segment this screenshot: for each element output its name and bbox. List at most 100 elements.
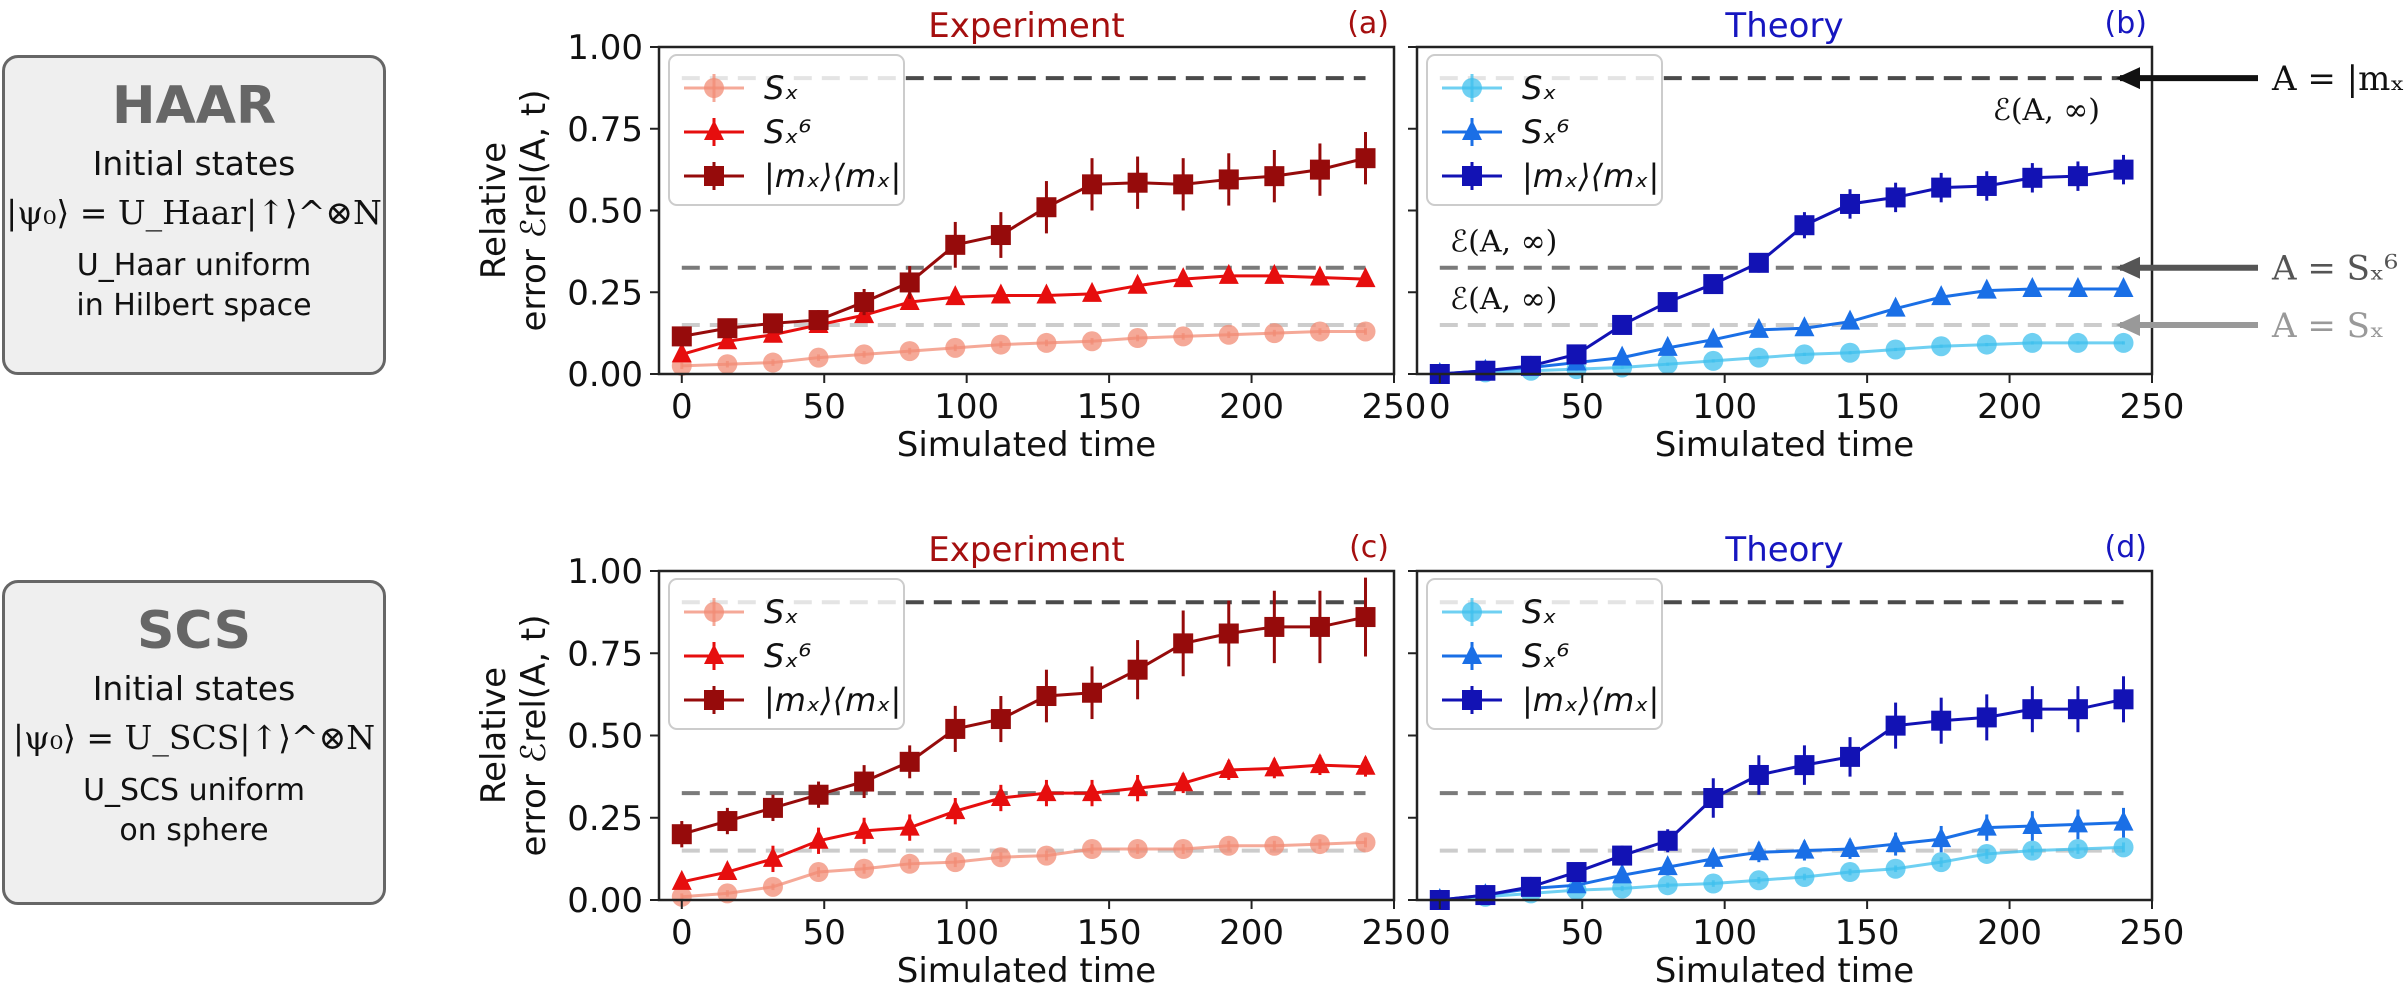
data-point xyxy=(1657,354,1678,375)
annotation-label: A = Sₓ⁶ xyxy=(2271,249,2398,289)
legend-marker xyxy=(704,644,724,664)
data-point xyxy=(1218,623,1239,644)
data-point xyxy=(945,718,966,739)
data-point xyxy=(990,225,1011,246)
data-point xyxy=(1748,317,1769,338)
x-tick-label: 0 xyxy=(1429,387,1451,427)
x-tick-label: 50 xyxy=(1561,387,1604,427)
data-point xyxy=(717,883,738,904)
x-tick-label: 0 xyxy=(1429,913,1451,953)
legend-marker xyxy=(1462,690,1482,710)
legend-label: Sₓ⁶ xyxy=(764,637,812,675)
data-point xyxy=(899,815,920,836)
haar-box: HAAR Initial states |ψ₀⟩ = U_Haar|↑⟩^⊗N … xyxy=(2,55,386,375)
data-point xyxy=(1748,840,1769,861)
data-point xyxy=(1036,197,1057,218)
data-point xyxy=(1309,321,1330,342)
series-line-Sx6 xyxy=(681,274,1366,356)
data-point xyxy=(1976,334,1997,355)
data-point xyxy=(990,283,1011,304)
arrow-icon xyxy=(2116,67,2140,90)
data-point xyxy=(1885,339,1906,360)
data-point xyxy=(899,751,920,772)
y-tick-label: 0.50 xyxy=(567,192,643,232)
legend-label: Sₓ⁶ xyxy=(1522,637,1570,675)
data-point xyxy=(1976,815,1997,836)
data-point xyxy=(2113,837,2134,858)
data-point xyxy=(945,337,966,358)
legend-marker xyxy=(1462,644,1482,664)
data-point xyxy=(1976,175,1997,196)
x-tick-label: 200 xyxy=(1977,387,2042,427)
data-point xyxy=(1127,839,1148,860)
data-point xyxy=(1355,321,1376,342)
data-point xyxy=(854,771,875,792)
data-point xyxy=(1748,347,1769,368)
data-point xyxy=(2067,812,2088,833)
arrow-icon xyxy=(2116,313,2140,336)
x-tick-label: 50 xyxy=(803,913,846,953)
data-point xyxy=(2022,699,2043,720)
data-point xyxy=(808,784,829,805)
data-point xyxy=(1840,746,1861,767)
x-tick-label: 250 xyxy=(1362,913,1427,953)
data-point xyxy=(1885,187,1906,208)
data-point xyxy=(1794,838,1815,859)
series-line-mx xyxy=(681,615,1366,836)
chart-panel-b: 0 50 100 150 200 250 Simulated time Theory (b) Sₓ… xyxy=(1408,6,2184,465)
data-point xyxy=(1309,834,1330,855)
data-point xyxy=(1794,755,1815,776)
legend-label: Sₓ⁶ xyxy=(764,113,812,151)
y-tick-label: 0.00 xyxy=(567,881,643,921)
data-point xyxy=(1703,846,1724,867)
data-point xyxy=(1475,360,1496,381)
data-point xyxy=(1127,328,1148,349)
box-line3: U_Haar uniform xyxy=(76,248,312,283)
data-point xyxy=(1173,267,1194,288)
x-tick-label: 100 xyxy=(1692,387,1757,427)
data-point xyxy=(854,344,875,365)
legend-box xyxy=(668,54,905,206)
data-point xyxy=(1748,252,1769,273)
data-point xyxy=(1264,756,1285,777)
data-point xyxy=(1173,839,1194,860)
legend-label: |mₓ⟩⟨mₓ| xyxy=(764,681,901,719)
box-subtitle: Initial states xyxy=(92,144,296,183)
data-point xyxy=(717,860,738,881)
data-point xyxy=(1612,863,1633,884)
data-point xyxy=(945,852,966,873)
data-point xyxy=(2067,166,2088,187)
data-point xyxy=(1355,832,1376,853)
data-point xyxy=(762,313,783,334)
box-line4: in Hilbert space xyxy=(76,288,312,323)
data-point xyxy=(1520,876,1541,897)
data-point xyxy=(1127,776,1148,797)
data-point xyxy=(1566,862,1587,883)
asymptote-label: ℰ(A, ∞) xyxy=(1993,93,2100,128)
x-tick-label: 150 xyxy=(1077,913,1142,953)
x-tick-label: 200 xyxy=(1219,387,1284,427)
data-point xyxy=(2113,810,2134,831)
data-point xyxy=(854,292,875,313)
data-point xyxy=(854,818,875,839)
x-tick-label: 150 xyxy=(1835,913,1900,953)
data-point xyxy=(1931,852,1952,873)
data-point xyxy=(1612,314,1633,335)
data-point xyxy=(1840,837,1861,858)
data-point xyxy=(1082,331,1103,352)
data-point xyxy=(1309,616,1330,637)
data-point xyxy=(1840,342,1861,363)
data-point xyxy=(1703,788,1724,809)
data-point xyxy=(671,869,692,890)
legend-label: Sₓ xyxy=(1522,69,1557,107)
legend-marker xyxy=(704,690,724,710)
x-tick-label: 150 xyxy=(1835,387,1900,427)
annotation-label: A = |mₓ⟩⟨mₓ| xyxy=(2271,59,2407,99)
data-point xyxy=(990,847,1011,868)
y-axis-label: error ℰrel(A, t) xyxy=(514,614,554,856)
asymptote-label: ℰ(A, ∞) xyxy=(1450,225,1557,260)
y-axis-label: Relative xyxy=(474,142,514,279)
data-point xyxy=(1309,159,1330,180)
data-point xyxy=(1794,215,1815,236)
x-axis-label: Simulated time xyxy=(897,425,1156,465)
